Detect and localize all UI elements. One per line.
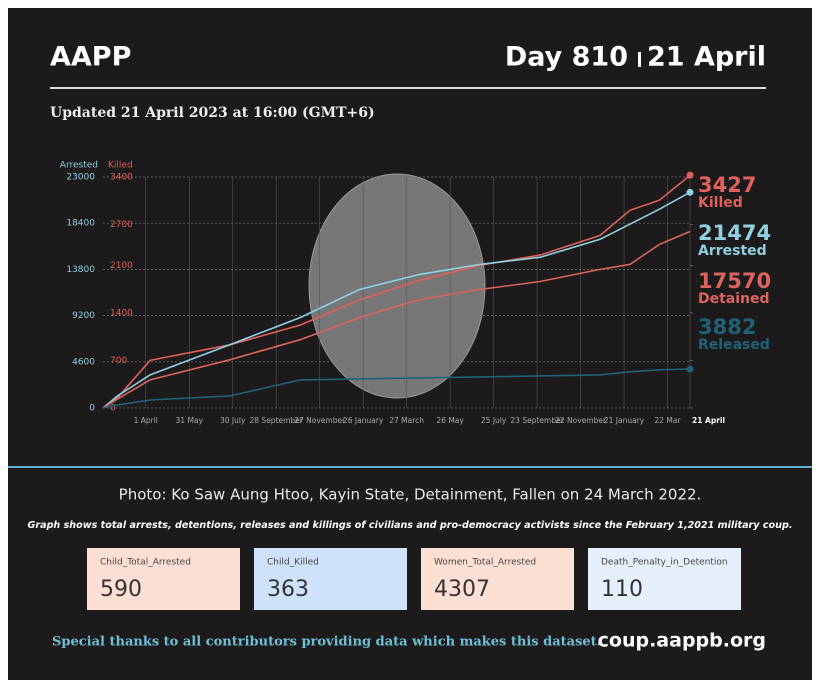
card-value: 363 [267,577,309,602]
end-name: Released [698,337,770,353]
card [254,548,407,610]
x-tick-label: 26 January [343,416,384,425]
end-name: Detained [698,291,770,307]
x-tick-label: 1 April [134,416,158,425]
end-dot [686,171,694,179]
title: AAPP [50,42,131,73]
card-label: Child_Killed [267,558,319,568]
card [87,548,240,610]
day: Day 810 [505,42,628,73]
url: coup.aappb.org [598,630,766,652]
series-line [102,191,691,409]
x-tick-label: 22 November [555,416,607,425]
card-label: Women_Total_Arrested [434,558,536,568]
y2-tick-label: 3400 [110,173,133,183]
x-tick-label: 27 March [389,416,424,425]
y2-tick-label: 2700 [110,220,133,230]
y-tick-label: 9200 [72,311,95,321]
series-line [102,368,691,409]
end-dot [686,188,694,196]
card [421,548,574,610]
x-tick-label: 31 May [176,416,204,425]
cards: Child_Total_Arrested 590 Child_Killed 363 Wo… [87,548,741,610]
x-tick-label: 26 May [436,416,464,425]
series-line [102,174,691,409]
end-value: 17570 [698,269,771,293]
y-tick-label: 18400 [66,219,95,229]
end-value: 3882 [698,315,756,339]
end-value: 21474 [698,221,771,245]
y-tick-label: 23000 [66,173,95,183]
y-axis-title: Arrested [60,161,98,171]
y-tick-label: 4600 [72,357,95,367]
x-tick-label: 30 July [220,416,246,425]
y-tick-label: 13800 [66,265,95,275]
updated: Updated 21 April 2023 at 16:00 (GMT+6) [50,105,375,121]
card-value: 110 [601,577,643,602]
end-name: Arrested [698,243,767,259]
photo [308,173,486,399]
x-tick-label: 28 September [250,416,304,425]
card-label: Child_Total_Arrested [100,558,191,568]
caption: Photo: Ko Saw Aung Htoo, Kayin State, De… [119,486,702,504]
x-tick-label: 27 November [294,416,346,425]
date: 21 April [647,42,766,73]
x-tick-label: 25 July [481,416,507,425]
y-tick-label: 0 [89,404,95,414]
x-tick-label: 21 January [604,416,645,425]
y2-tick-label: 700 [110,356,127,366]
x-tick-label: 21 April [692,416,725,425]
y2-tick-label: 2100 [110,261,133,271]
y2-tick-label: 0 [110,404,116,414]
x-tick-label: 23 September [510,416,564,425]
y2-tick-label: 1400 [110,308,133,318]
card-value: 4307 [434,577,490,602]
separator [638,52,641,67]
card [588,548,741,610]
y2-axis-title: Killed [108,161,133,171]
chart: Arrested Killed 1 April 31 May 30 July 28 Sep… [60,161,771,426]
series-line [102,230,691,409]
card-value: 590 [100,577,142,602]
thanks: Special thanks to all contributors provi… [52,635,601,650]
end-dot [686,365,694,373]
end-name: Killed [698,195,743,211]
end-value: 3427 [698,173,756,197]
x-tick-label: 22 Mar [654,416,681,425]
note: Graph shows total arrests, detentions, r… [27,520,792,531]
card-label: Death_Penalty_in_Detention [601,558,728,568]
